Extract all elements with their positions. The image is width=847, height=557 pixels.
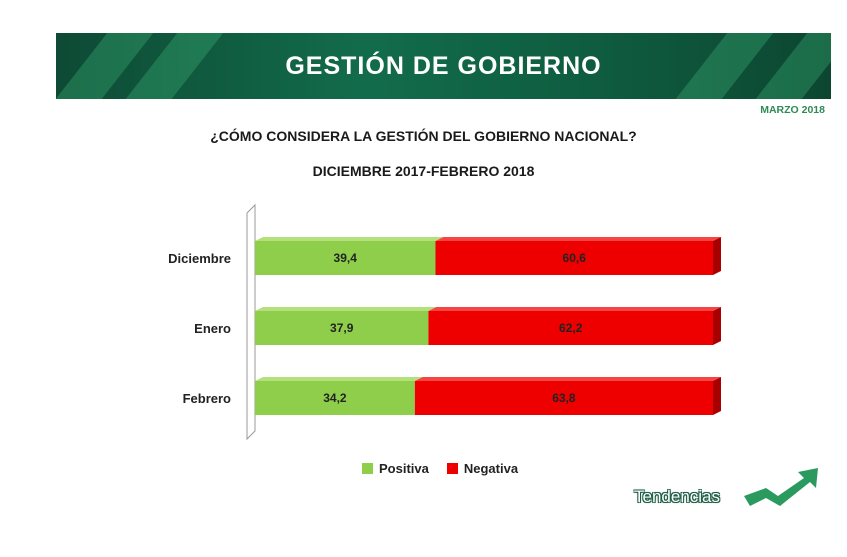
category-label: Febrero: [183, 391, 231, 406]
legend-label-positiva: Positiva: [379, 461, 429, 476]
bar-positiva-top: [255, 377, 423, 381]
header-banner: GESTIÓN DE GOBIERNO: [56, 33, 831, 99]
chart-subtitle: DICIEMBRE 2017-FEBRERO 2018: [312, 163, 535, 179]
axis-wall: [246, 203, 256, 441]
legend-swatch-positiva: [362, 463, 373, 474]
bar-negativa-top: [435, 237, 721, 241]
bar-positiva: [255, 241, 436, 275]
bar-negativa-side: [713, 377, 721, 415]
brand-name: Tendencias: [634, 487, 721, 506]
brand-logo: Tendencias: [632, 466, 832, 516]
legend-item-positiva: Positiva: [362, 461, 429, 476]
bar-negativa-side: [713, 307, 721, 345]
legend-swatch-negativa: [446, 463, 458, 474]
bar-negativa: [435, 241, 713, 275]
chart-legend: Positiva Negativa: [362, 461, 518, 476]
legend-label-negativa: Negativa: [463, 461, 519, 476]
category-label: Diciembre: [168, 251, 231, 266]
legend-item-negativa: Negativa: [446, 461, 519, 476]
bar-negativa: [428, 311, 713, 345]
value-label-positiva: 39,4: [334, 251, 358, 265]
trend-arrow-icon: [744, 468, 818, 506]
bar-positiva: [255, 311, 429, 345]
bar-negativa-top: [428, 307, 721, 311]
bar-positiva: [255, 381, 415, 415]
bar-negativa-top: [414, 377, 721, 381]
value-label-positiva: 37,9: [330, 321, 354, 335]
bar-negativa: [414, 381, 713, 415]
value-label-positiva: 34,2: [323, 391, 347, 405]
report-date: MARZO 2018: [760, 104, 825, 116]
value-label-negativa: 62,2: [559, 321, 583, 335]
bar-positiva-top: [255, 237, 444, 241]
value-label-negativa: 63,8: [552, 391, 576, 405]
page-title: GESTIÓN DE GOBIERNO: [285, 52, 602, 80]
bar-negativa-side: [713, 237, 721, 275]
category-label: Enero: [194, 321, 231, 336]
value-label-negativa: 60,6: [563, 251, 587, 265]
chart-title: ¿CÓMO CONSIDERA LA GESTIÓN DEL GOBIERNO …: [210, 128, 637, 144]
bar-positiva-top: [255, 307, 437, 311]
